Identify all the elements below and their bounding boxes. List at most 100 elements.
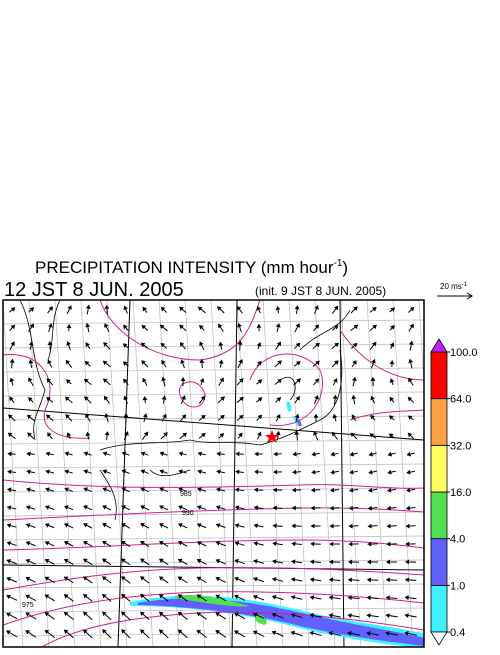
wind-arrow-head bbox=[296, 306, 299, 309]
wind-arrow-head bbox=[8, 506, 11, 509]
wind-arrow-head bbox=[315, 396, 318, 399]
wind-arrow-head bbox=[8, 470, 11, 473]
wind-arrow-head bbox=[7, 631, 10, 634]
wind-arrow-head bbox=[311, 524, 314, 527]
graticule bbox=[3, 320, 424, 324]
wind-arrow-head bbox=[181, 360, 184, 363]
graticule bbox=[263, 300, 283, 648]
wind-arrow-head bbox=[235, 595, 238, 598]
wind-arrow-head bbox=[352, 396, 355, 399]
wind-arrow-head bbox=[27, 488, 30, 491]
wind-arrow-head bbox=[310, 632, 313, 635]
wind-arrow-head bbox=[143, 397, 146, 400]
wind-arrow-head bbox=[46, 452, 49, 455]
wind-arrow-head bbox=[406, 578, 409, 581]
wind-arrow-head bbox=[217, 470, 220, 473]
wind-arrow-head bbox=[49, 324, 52, 327]
wind-arrow-head bbox=[350, 507, 353, 510]
wind-arrow-head bbox=[406, 560, 409, 563]
wind-arrow-head bbox=[103, 524, 106, 527]
wind-arrow-head bbox=[330, 525, 333, 528]
wind-arrow-head bbox=[27, 506, 30, 509]
wind-arrow-head bbox=[407, 507, 410, 510]
wind-arrow-head bbox=[197, 577, 200, 580]
wind-arrow-head bbox=[386, 614, 389, 617]
wind-arrow-head bbox=[277, 324, 280, 327]
wind-arrow-head bbox=[405, 614, 408, 617]
wind-arrow-head bbox=[292, 578, 295, 581]
wind-arrow-head bbox=[391, 343, 394, 346]
wind-arrow-head bbox=[105, 306, 108, 309]
wind-arrow-head bbox=[65, 542, 68, 545]
wind-arrow-head bbox=[220, 361, 223, 364]
graticule bbox=[3, 512, 424, 516]
wind-arrow-head bbox=[236, 470, 239, 473]
graticule bbox=[3, 584, 424, 588]
wind-arrow-head bbox=[27, 470, 30, 473]
wind-arrow-head bbox=[86, 324, 89, 327]
colorbar-over bbox=[431, 339, 447, 352]
wind-arrow-head bbox=[67, 433, 70, 436]
vector-legend-label: 20 ms-1 bbox=[440, 282, 468, 291]
wind-arrow-head bbox=[273, 596, 276, 599]
wind-arrow-head bbox=[122, 470, 125, 473]
wind-arrow-head bbox=[103, 470, 106, 473]
map-area: 985 990 975 bbox=[0, 296, 500, 650]
colorbar-segment bbox=[431, 352, 447, 399]
wind-arrow-head bbox=[179, 506, 182, 509]
graticule bbox=[211, 300, 231, 648]
wind-arrow-head bbox=[235, 560, 238, 563]
wind-arrow-head bbox=[198, 542, 201, 545]
wind-arrow-head bbox=[217, 488, 220, 491]
wind-arrow-head bbox=[7, 560, 10, 563]
wind-arrow-head bbox=[274, 470, 277, 473]
wind-arrow-head bbox=[371, 397, 374, 400]
wind-arrow-head bbox=[141, 524, 144, 527]
wind-arrow-head bbox=[352, 415, 355, 418]
wind-arrow-head bbox=[103, 541, 106, 544]
wind-arrow-head bbox=[181, 378, 184, 381]
wind-arrow-head bbox=[406, 596, 409, 599]
wind-arrow-head bbox=[105, 324, 108, 327]
colorbar-under bbox=[431, 632, 447, 645]
vector-legend-arrow bbox=[437, 293, 472, 299]
wind-arrow-head bbox=[163, 396, 166, 399]
wind-arrow-head bbox=[331, 453, 334, 456]
wind-arrow-head bbox=[368, 578, 371, 581]
colorbar-segment bbox=[431, 539, 447, 586]
contour-label: 990 bbox=[182, 510, 194, 517]
title-main: PRECIPITATION INTENSITY (mm hour bbox=[35, 258, 334, 277]
wind-arrow-head bbox=[160, 506, 163, 509]
graticule bbox=[3, 440, 424, 444]
wind-arrow-head bbox=[10, 379, 13, 382]
wind-arrow-head bbox=[103, 506, 106, 509]
wind-arrow-head bbox=[179, 470, 182, 473]
wind-arrow-head bbox=[314, 415, 317, 418]
wind-arrow-head bbox=[311, 542, 314, 545]
wind-arrow-head bbox=[369, 489, 372, 492]
wind-arrow-head bbox=[84, 506, 87, 509]
wind-arrow-head bbox=[349, 525, 352, 528]
wind-arrow-head bbox=[235, 631, 238, 634]
colorbar-segment bbox=[431, 492, 447, 539]
wind-arrow-head bbox=[179, 559, 182, 562]
graticule bbox=[289, 300, 309, 648]
wind-arrow-head bbox=[163, 415, 166, 418]
wind-arrow-head bbox=[350, 453, 353, 456]
wind-arrow-head bbox=[239, 360, 242, 363]
wind-arrow-head bbox=[67, 342, 70, 345]
wind-arrow-head bbox=[348, 614, 351, 617]
wind-arrow-head bbox=[296, 415, 299, 418]
colorbar-segment bbox=[431, 445, 447, 492]
wind-arrow-head bbox=[46, 524, 49, 527]
wind-arrow-head bbox=[84, 524, 87, 527]
wind-arrow-head bbox=[276, 307, 279, 310]
graticule bbox=[3, 464, 424, 468]
wind-arrow-head bbox=[122, 541, 125, 544]
wind-arrow-head bbox=[106, 432, 109, 435]
wind-arrow-head bbox=[235, 578, 238, 581]
wind-arrow-head bbox=[160, 559, 163, 562]
contour-label: 985 bbox=[180, 491, 192, 498]
wind-arrow-head bbox=[7, 578, 10, 581]
wind-arrow-head bbox=[46, 559, 49, 562]
